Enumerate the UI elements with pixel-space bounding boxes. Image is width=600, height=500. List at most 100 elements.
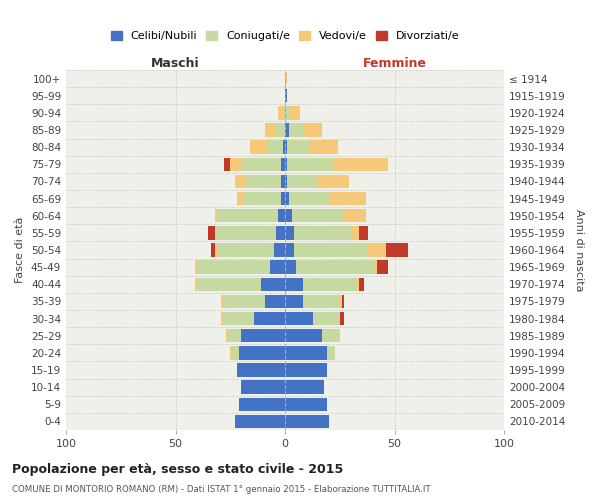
Y-axis label: Fasce di età: Fasce di età <box>16 217 25 283</box>
Bar <box>217 209 278 222</box>
Bar <box>285 124 289 136</box>
Bar <box>294 226 350 239</box>
Bar <box>318 174 349 188</box>
Bar <box>285 209 292 222</box>
Bar <box>244 192 281 205</box>
Bar <box>269 260 285 274</box>
Bar <box>289 192 329 205</box>
Bar <box>357 278 359 291</box>
Bar <box>221 312 224 326</box>
Bar <box>281 174 285 188</box>
Bar <box>386 244 407 256</box>
Bar <box>285 364 326 376</box>
Bar <box>302 278 357 291</box>
Bar <box>197 278 261 291</box>
Bar <box>235 174 245 188</box>
Bar <box>287 158 333 171</box>
Bar <box>285 72 287 86</box>
Bar <box>224 312 254 326</box>
Bar <box>292 209 344 222</box>
Text: COMUNE DI MONTORIO ROMANO (RM) - Dati ISTAT 1° gennaio 2015 - Elaborazione TUTTI: COMUNE DI MONTORIO ROMANO (RM) - Dati IS… <box>12 485 431 494</box>
Bar <box>285 192 289 205</box>
Bar <box>215 244 217 256</box>
Bar <box>340 294 342 308</box>
Bar <box>237 364 285 376</box>
Bar <box>359 226 368 239</box>
Bar <box>283 140 285 154</box>
Bar <box>230 346 232 360</box>
Bar <box>285 226 294 239</box>
Bar <box>281 158 285 171</box>
Bar <box>368 244 386 256</box>
Bar <box>285 398 326 411</box>
Bar <box>278 106 283 120</box>
Bar <box>217 244 274 256</box>
Text: Popolazione per età, sesso e stato civile - 2015: Popolazione per età, sesso e stato civil… <box>12 462 343 475</box>
Bar <box>350 226 359 239</box>
Bar <box>208 226 215 239</box>
Bar <box>285 312 313 326</box>
Bar <box>302 124 322 136</box>
Bar <box>340 312 344 326</box>
Bar <box>241 380 285 394</box>
Bar <box>289 106 301 120</box>
Bar <box>237 192 244 205</box>
Bar <box>224 158 230 171</box>
Legend: Celibi/Nubili, Coniugati/e, Vedovi/e, Divorziati/e: Celibi/Nubili, Coniugati/e, Vedovi/e, Di… <box>109 29 461 43</box>
Bar <box>241 158 281 171</box>
Bar <box>228 329 241 342</box>
Bar <box>265 294 285 308</box>
Bar <box>276 226 285 239</box>
Bar <box>294 244 368 256</box>
Bar <box>285 244 294 256</box>
Bar <box>289 124 302 136</box>
Bar <box>285 106 289 120</box>
Bar <box>224 294 265 308</box>
Bar <box>359 278 364 291</box>
Text: Femmine: Femmine <box>362 56 427 70</box>
Bar <box>197 260 269 274</box>
Bar <box>285 278 302 291</box>
Bar <box>195 260 197 274</box>
Bar <box>281 192 285 205</box>
Bar <box>375 260 377 274</box>
Bar <box>285 329 322 342</box>
Bar <box>322 329 340 342</box>
Bar <box>285 174 287 188</box>
Bar <box>287 140 309 154</box>
Text: Maschi: Maschi <box>151 56 200 70</box>
Y-axis label: Anni di nascita: Anni di nascita <box>574 209 584 291</box>
Bar <box>221 294 224 308</box>
Bar <box>215 226 276 239</box>
Bar <box>254 312 285 326</box>
Bar <box>342 294 344 308</box>
Bar <box>268 140 283 154</box>
Bar <box>285 414 329 428</box>
Bar <box>377 260 388 274</box>
Bar <box>276 124 285 136</box>
Bar <box>285 346 326 360</box>
Bar <box>241 329 285 342</box>
Bar <box>287 174 318 188</box>
Bar <box>230 158 241 171</box>
Bar <box>274 244 285 256</box>
Bar <box>329 192 366 205</box>
Bar <box>278 209 285 222</box>
Bar <box>235 414 285 428</box>
Bar <box>245 174 281 188</box>
Bar <box>313 312 340 326</box>
Bar <box>239 398 285 411</box>
Bar <box>195 278 197 291</box>
Bar <box>302 294 340 308</box>
Bar <box>285 380 325 394</box>
Bar <box>283 106 285 120</box>
Bar <box>232 346 239 360</box>
Bar <box>239 346 285 360</box>
Bar <box>285 89 287 102</box>
Bar <box>265 124 276 136</box>
Bar <box>285 260 296 274</box>
Bar <box>326 346 335 360</box>
Bar <box>211 244 215 256</box>
Bar <box>226 329 228 342</box>
Bar <box>309 140 338 154</box>
